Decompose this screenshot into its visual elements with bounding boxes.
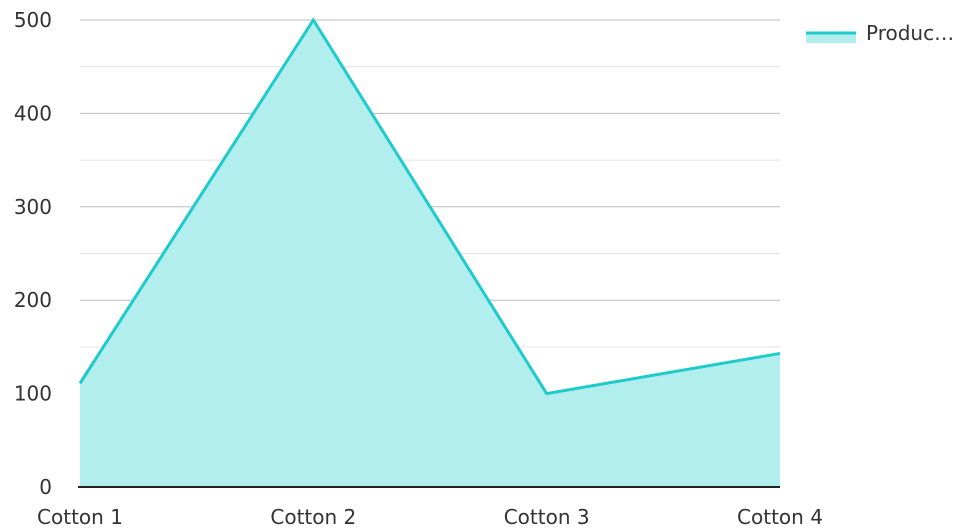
x-axis-ticks: Cotton 1 Cotton 2 Cotton 3 Cotton 4 (37, 505, 823, 529)
series-line (78, 17, 781, 396)
x-tick-label: Cotton 4 (737, 505, 823, 529)
legend-swatch (806, 33, 856, 43)
y-tick-label: 500 (14, 8, 52, 32)
y-tick-label: 400 (14, 101, 52, 125)
x-tick-label: Cotton 1 (37, 505, 123, 529)
y-tick-label: 300 (14, 195, 52, 219)
legend[interactable]: Produc… (806, 21, 954, 45)
legend-label: Produc… (866, 21, 954, 45)
y-tick-label: 200 (14, 288, 52, 312)
series-area (80, 20, 780, 487)
y-tick-label: 100 (14, 382, 52, 406)
y-axis-ticks: 0 100 200 300 400 500 (14, 8, 52, 499)
y-tick-label: 0 (39, 475, 52, 499)
x-tick-label: Cotton 3 (504, 505, 590, 529)
x-tick-label: Cotton 2 (270, 505, 356, 529)
